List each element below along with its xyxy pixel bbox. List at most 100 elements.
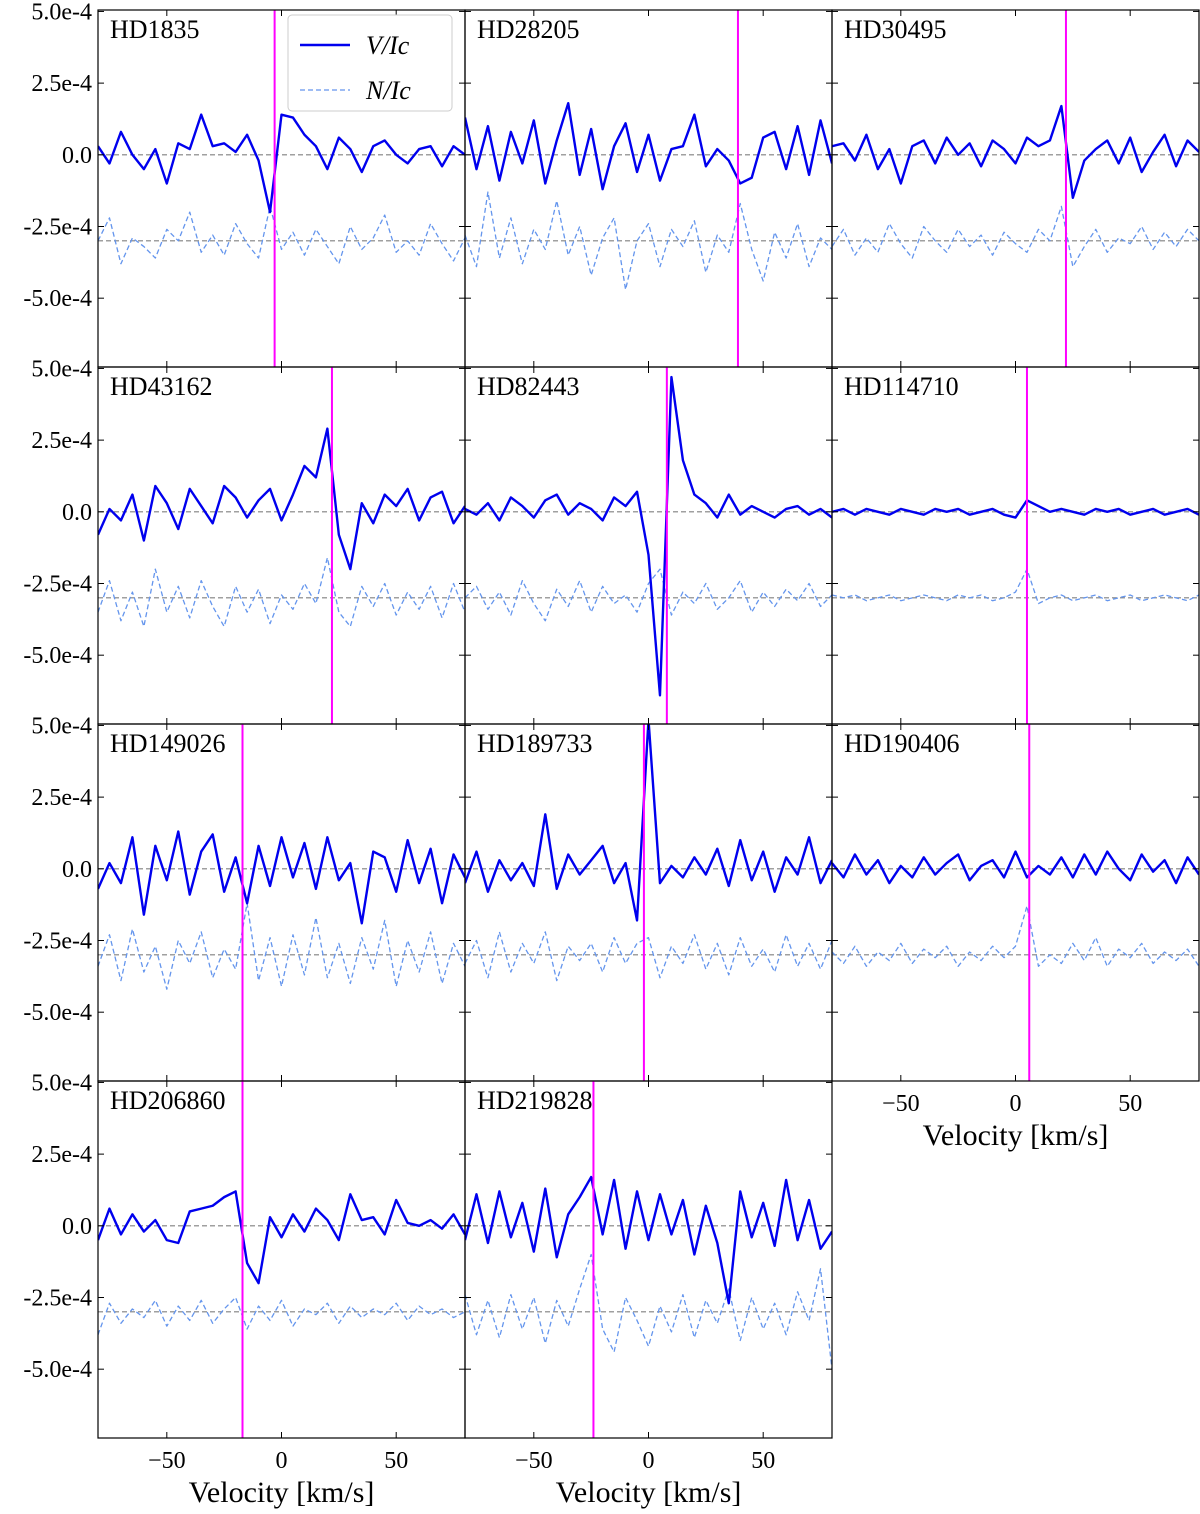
panel-title: HD43162 [110, 372, 213, 401]
y-tick-label: -2.5e-4 [23, 928, 92, 954]
panel-title: HD28205 [477, 15, 580, 44]
stokes-line [465, 101, 832, 191]
null-line [98, 557, 465, 628]
y-tick-label: 5.0e-4 [31, 0, 92, 25]
panel-frame [97, 366, 466, 725]
null-line [832, 568, 1199, 605]
y-tick-label: 0.0 [62, 857, 92, 883]
y-tick-label: 5.0e-4 [31, 356, 92, 382]
stokes-line [465, 375, 832, 697]
panel: HD189733 [464, 723, 833, 1082]
panel-title: HD82443 [477, 372, 580, 401]
panel: HD219828 −50 0 50 Velocity [km/s] [464, 1080, 833, 1509]
x-tick-label: 0 [1010, 1091, 1022, 1117]
panel: HD1835 5.0e-4 2.5e-4 0.0 -2.5e-4 -5.0e-4 V/Ic N… [23, 0, 466, 368]
x-tick-label: 50 [1118, 1091, 1142, 1117]
plot-area [98, 1081, 465, 1438]
stokes-line [465, 724, 832, 922]
null-line [98, 205, 465, 265]
y-tick-label: 2.5e-4 [31, 71, 92, 97]
null-line [465, 191, 832, 291]
plot-area [465, 10, 832, 367]
panel-frame [831, 9, 1200, 368]
panel-title: HD190406 [844, 729, 960, 758]
panel-title: HD114710 [844, 372, 959, 401]
x-axis-label: Velocity [km/s] [189, 1476, 375, 1509]
null-line [465, 1253, 832, 1370]
x-tick-label: 50 [751, 1448, 775, 1474]
stokes-line [465, 1175, 832, 1305]
panel: HD149026 5.0e-4 2.5e-4 0.0 -2.5e-4 -5.0e-4 [23, 713, 466, 1082]
panel-frame [464, 1080, 833, 1439]
plot-area [832, 367, 1199, 724]
x-axis-label: Velocity [km/s] [923, 1119, 1109, 1152]
panel: HD82443 [464, 366, 833, 725]
plot-area [98, 724, 465, 1081]
x-axis-label: Velocity [km/s] [556, 1476, 742, 1509]
stokes-line [98, 113, 465, 214]
panel-frame [464, 9, 833, 368]
y-tick-label: 5.0e-4 [31, 1070, 92, 1096]
stokes-line [832, 499, 1199, 519]
y-tick-label: 0.0 [62, 143, 92, 169]
null-line [832, 205, 1199, 268]
panel-title: HD219828 [477, 1086, 593, 1115]
panel-title: HD1835 [110, 15, 200, 44]
plot-area [98, 367, 465, 724]
y-tick-label: 0.0 [62, 1214, 92, 1240]
y-tick-label: -5.0e-4 [23, 1357, 92, 1383]
legend-box [287, 14, 453, 112]
plot-area [832, 724, 1199, 1081]
x-tick-label: −50 [882, 1091, 920, 1117]
y-tick-label: -2.5e-4 [23, 1285, 92, 1311]
panel-frame [831, 723, 1200, 1082]
panel: HD28205 [464, 9, 833, 368]
y-tick-label: -5.0e-4 [23, 643, 92, 669]
panel: HD114710 [831, 366, 1200, 725]
plot-area [465, 1081, 832, 1438]
panel-frame [97, 723, 466, 1082]
panel-title: HD30495 [844, 15, 947, 44]
y-tick-label: 0.0 [62, 500, 92, 526]
panel-title: HD149026 [110, 729, 226, 758]
panel-frame [831, 366, 1200, 725]
null-line [98, 902, 465, 990]
stokes-line [832, 850, 1199, 885]
x-tick-label: 50 [384, 1448, 408, 1474]
plot-area [832, 10, 1199, 367]
y-tick-label: -5.0e-4 [23, 1000, 92, 1026]
null-line [465, 931, 832, 982]
y-tick-label: -2.5e-4 [23, 214, 92, 240]
null-line [832, 905, 1199, 967]
x-tick-label: 0 [643, 1448, 655, 1474]
legend-label: V/Ic [366, 31, 410, 60]
x-tick-label: −50 [148, 1448, 186, 1474]
y-tick-label: -5.0e-4 [23, 286, 92, 312]
panel: HD30495 [831, 9, 1200, 368]
plot-area [465, 724, 832, 1081]
panel-frame [97, 1080, 466, 1439]
null-line [465, 568, 832, 622]
panel: HD190406 −50 0 50 Velocity [km/s] [831, 723, 1200, 1152]
y-tick-label: 2.5e-4 [31, 1142, 92, 1168]
stokes-line [98, 830, 465, 925]
x-tick-label: 0 [276, 1448, 288, 1474]
legend-label: N/Ic [365, 76, 411, 105]
panel: HD43162 5.0e-4 2.5e-4 0.0 -2.5e-4 -5.0e-4 [23, 356, 466, 725]
y-tick-label: 5.0e-4 [31, 713, 92, 739]
y-tick-label: 2.5e-4 [31, 428, 92, 454]
y-tick-label: 2.5e-4 [31, 785, 92, 811]
panel-title: HD206860 [110, 1086, 226, 1115]
x-tick-label: −50 [515, 1448, 553, 1474]
plot-area [98, 10, 465, 367]
panel-frame [464, 723, 833, 1082]
stokes-line [98, 1190, 465, 1285]
plot-area [465, 367, 832, 724]
panel-title: HD189733 [477, 729, 593, 758]
y-tick-label: -2.5e-4 [23, 571, 92, 597]
panel: HD206860 −50 0 50 Velocity [km/s] 5.0e-4 2.5e-… [23, 1070, 466, 1509]
panel-frame [464, 366, 833, 725]
null-line [98, 1296, 465, 1335]
